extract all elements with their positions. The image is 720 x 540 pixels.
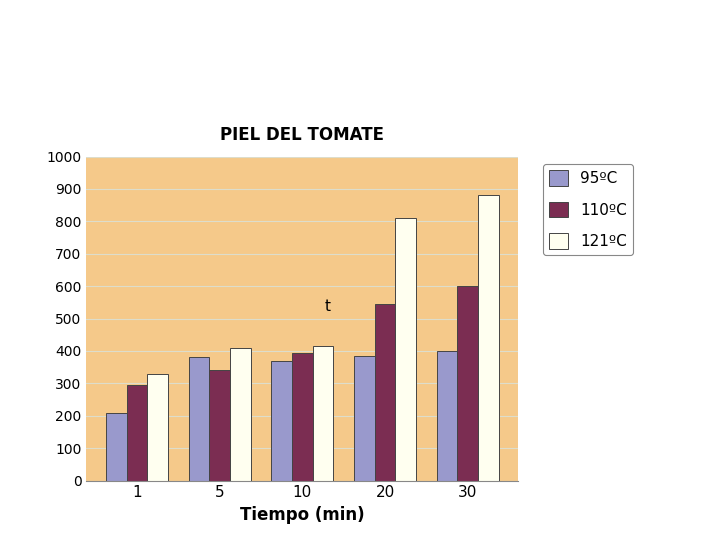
Bar	[312, 346, 333, 481]
Bar	[106, 413, 127, 481]
Bar	[148, 374, 168, 481]
Legend: 95ºC, 110ºC, 121ºC: 95ºC, 110ºC, 121ºC	[544, 164, 633, 255]
Bar	[127, 385, 148, 481]
Bar	[374, 304, 395, 481]
Text: Efecto del tratamiento térmico en el contenido de
compuestos fenólicos en la pie: Efecto del tratamiento térmico en el con…	[93, 44, 598, 89]
Bar	[189, 357, 210, 481]
Bar	[437, 351, 457, 481]
Bar	[457, 286, 478, 481]
X-axis label: Tiempo (min): Tiempo (min)	[240, 506, 365, 524]
Bar	[271, 361, 292, 481]
Bar	[210, 370, 230, 481]
Text: t: t	[324, 299, 330, 314]
Bar	[478, 195, 499, 481]
Bar	[230, 348, 251, 481]
Bar	[292, 353, 312, 481]
Bar	[395, 218, 416, 481]
Title: PIEL DEL TOMATE: PIEL DEL TOMATE	[220, 126, 384, 144]
Bar	[354, 356, 374, 481]
